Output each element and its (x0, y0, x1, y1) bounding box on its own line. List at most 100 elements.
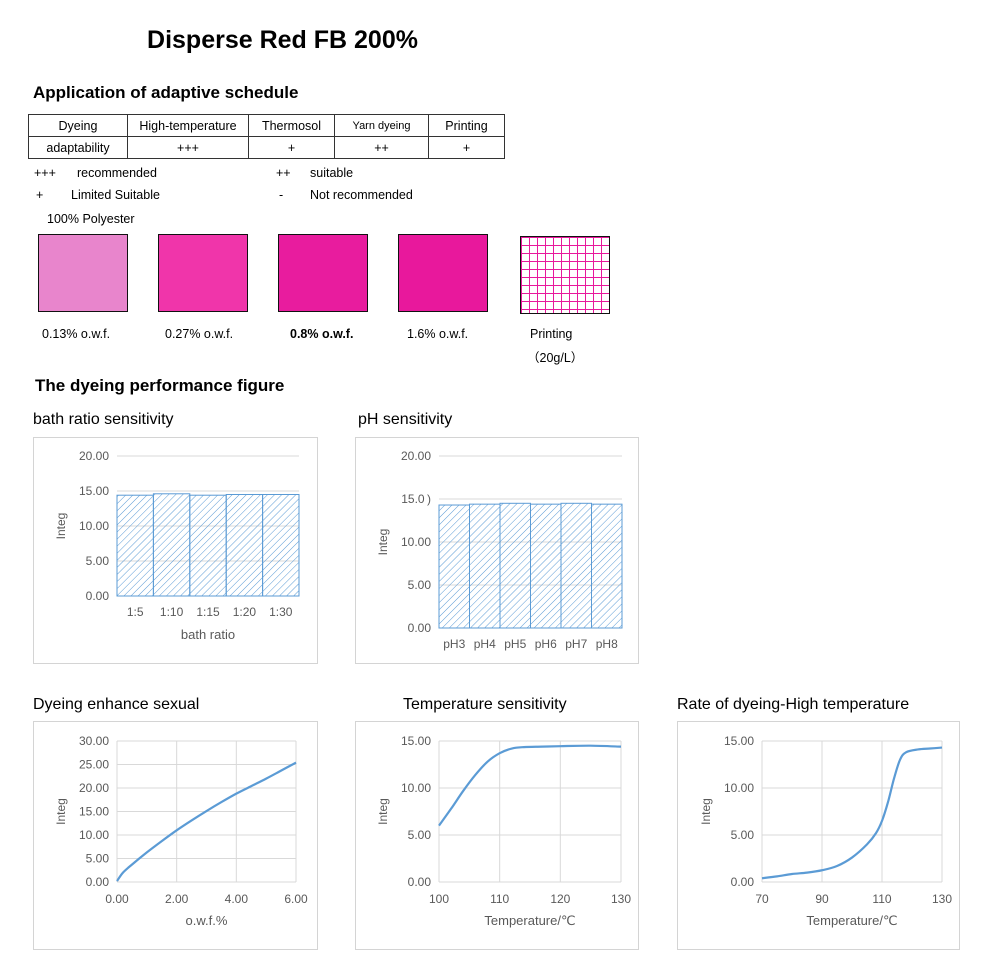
y-tick-label: 15.00 (79, 805, 109, 819)
bar (262, 494, 300, 597)
swatch-label: 0.8% o.w.f. (290, 327, 354, 341)
chart-rate: 0.00 5.00 10.00 15.00 Integ 70 90 110 130 Tempera… (677, 721, 960, 950)
page-title: Disperse Red FB 200% (147, 26, 418, 54)
chart-svg: 0.00 5.00 10.00 15.00 Integ 70 90 110 130 Tempera… (699, 734, 952, 928)
y-tick-label: 5.00 (731, 828, 755, 842)
x-tick-label: 1:30 (269, 605, 293, 619)
table-cell: Printing (428, 114, 505, 137)
adaptability-table: Dyeing High-temperature Thermosol Yarn d… (28, 114, 505, 159)
chart-svg: 0.00 5.00 10.00 15.00 20.00 25.00 30.00 Integ 0.… (54, 734, 308, 928)
bar (225, 494, 264, 597)
table-cell: adaptability (28, 136, 128, 159)
y-tick-label: 20.00 (79, 449, 109, 463)
legend-text: Limited Suitable (71, 188, 160, 202)
bar (438, 504, 470, 629)
y-tick-label: 15.0 ) (401, 492, 431, 506)
chart-svg: 0.00 5.00 10.00 15.0 ) 20.00 Integ pH3 pH4 pH5 pH… (376, 449, 623, 651)
table-cell: + (248, 136, 335, 159)
x-tick-label: 70 (755, 892, 769, 906)
legend-symbol: + (36, 188, 44, 202)
x-tick-label: 1:5 (127, 605, 144, 619)
legend-text: suitable (310, 166, 354, 180)
legend-symbol: - (279, 188, 284, 202)
table-cell: ++ (334, 136, 429, 159)
y-tick-label: 5.00 (86, 852, 110, 866)
y-tick-label: 0.00 (731, 875, 755, 889)
table-cell: Dyeing (28, 114, 128, 137)
color-swatch (38, 234, 128, 312)
x-tick-label: pH7 (565, 637, 587, 651)
y-axis-label: Integ (54, 798, 68, 825)
chart-temperature: 0.00 5.00 10.00 15.00 Integ 100 110 120 130 Tempe… (355, 721, 639, 950)
swatch-label: 0.13% o.w.f. (42, 327, 111, 341)
swatch-label: 1.6% o.w.f. (407, 327, 469, 341)
chart-title-ph: pH sensitivity (358, 411, 453, 428)
x-axis-label: Temperature/℃ (806, 913, 897, 928)
y-tick-label: 15.00 (401, 734, 431, 748)
y-tick-label: 20.00 (79, 781, 109, 795)
chart-owf: 0.00 5.00 10.00 15.00 20.00 25.00 30.00 Integ 0.… (33, 721, 318, 950)
y-tick-label: 25.00 (79, 758, 109, 772)
table-cell: +++ (127, 136, 249, 159)
y-tick-label: 0.00 (86, 875, 110, 889)
y-tick-label: 10.00 (724, 781, 754, 795)
performance-heading: The dyeing performance figure (35, 376, 285, 395)
table-cell: + (428, 136, 505, 159)
adaptive-heading: Application of adaptive schedule (33, 83, 299, 102)
x-tick-label: 110 (490, 892, 509, 906)
chart-title-rate: Rate of dyeing-High temperature (677, 696, 910, 713)
x-axis-label: o.w.f.% (186, 913, 228, 928)
table-row: adaptability +++ + ++ + (28, 136, 505, 159)
color-swatch (158, 234, 248, 312)
x-tick-label: pH3 (443, 637, 465, 651)
y-tick-label: 15.00 (724, 734, 754, 748)
y-tick-label: 0.00 (408, 875, 432, 889)
y-tick-label: 20.00 (401, 449, 431, 463)
x-tick-label: 1:20 (233, 605, 257, 619)
bar (499, 502, 531, 629)
y-tick-label: 10.00 (79, 828, 109, 842)
x-tick-label: 1:10 (160, 605, 184, 619)
y-tick-label: 15.00 (79, 484, 109, 498)
y-tick-label: 5.00 (408, 828, 432, 842)
x-tick-label: 4.00 (225, 892, 249, 906)
table-cell: Thermosol (248, 114, 335, 137)
x-tick-label: 90 (815, 892, 829, 906)
table-cell: High-temperature (127, 114, 249, 137)
chart-svg: 0.00 5.00 10.00 15.00 20.00 Integ 1:5 1:10 1:15 1… (54, 449, 300, 642)
y-axis-label: Integ (699, 798, 713, 825)
legend-symbol: ++ (276, 166, 291, 180)
chart-title-owf: Dyeing enhance sexual (33, 696, 200, 713)
x-axis-label: Temperature/℃ (484, 913, 575, 928)
printing-concentration: （20g/L） (527, 351, 584, 365)
series-line (438, 744, 622, 827)
y-axis-label: Integ (54, 513, 68, 540)
y-tick-label: 10.00 (401, 781, 431, 795)
x-tick-label: 100 (429, 892, 449, 906)
bar (116, 494, 154, 597)
y-tick-label: 5.00 (86, 554, 110, 568)
legend-symbol: +++ (34, 166, 56, 180)
y-tick-label: 10.00 (401, 535, 431, 549)
y-axis-label: Integ (376, 529, 390, 556)
color-swatch (398, 234, 488, 312)
table-row: Dyeing High-temperature Thermosol Yarn d… (28, 114, 505, 137)
x-tick-label: 130 (611, 892, 631, 906)
x-tick-label: pH4 (474, 637, 496, 651)
y-tick-label: 30.00 (79, 734, 109, 748)
chart-bath-ratio: 0.00 5.00 10.00 15.00 20.00 Integ 1:5 1:10 1:15 1… (33, 437, 318, 664)
x-tick-label: 2.00 (165, 892, 189, 906)
color-swatch (278, 234, 368, 312)
x-tick-label: 0.00 (105, 892, 129, 906)
x-tick-label: pH5 (504, 637, 526, 651)
x-tick-label: 130 (932, 892, 952, 906)
bar (189, 494, 227, 597)
y-tick-label: 10.00 (79, 519, 109, 533)
bar (530, 503, 562, 629)
chart-ph: 0.00 5.00 10.00 15.0 ) 20.00 Integ pH3 pH4 pH5 pH… (355, 437, 639, 664)
x-axis-label: bath ratio (181, 627, 235, 642)
legend-text: Not recommended (310, 188, 413, 202)
x-tick-label: pH6 (535, 637, 557, 651)
bar (591, 503, 623, 629)
y-tick-label: 0.00 (408, 621, 432, 635)
